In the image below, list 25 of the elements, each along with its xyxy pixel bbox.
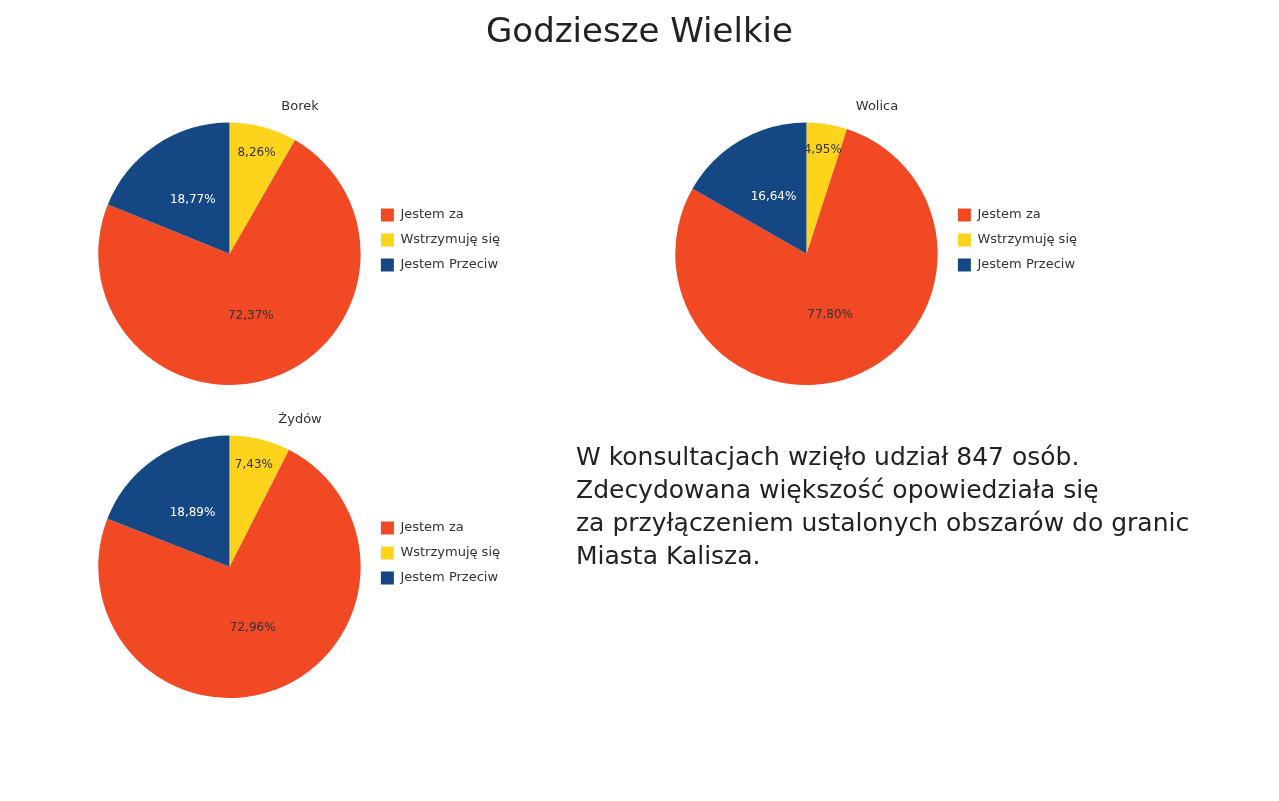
legend-label: Jestem za [399,206,464,222]
text: za przyłączeniem ustalonych obszarów do granic [576,507,1191,539]
chart-title: Żydów [278,411,323,427]
data-label: 7,43% [234,456,273,471]
data-label: 72,96% [229,620,276,635]
legend-label: Jestem Przeciw [399,256,499,272]
legend-label: Wstrzymuję się [400,544,501,560]
legend-label: Jestem Przeciw [976,256,1076,272]
legend-label: Jestem za [976,206,1041,222]
legend-label: Jestem Przeciw [399,569,499,585]
legend-label: Wstrzymuję się [400,231,501,247]
chart-title: Wolica [855,98,899,114]
legend-label: Jestem za [399,519,464,535]
data-label: 18,89% [169,504,216,519]
text: Miasta Kalisza. [576,540,762,572]
data-label: 8,26% [237,144,276,159]
data-label: 18,77% [169,191,216,206]
text: W konsultacjach wzięło udział 847 osób. [576,441,1081,473]
data-label: 72,37% [227,307,274,322]
text: Godziesze Wielkie [485,10,794,50]
data-label: 77,80% [807,307,854,322]
legend-label: Wstrzymuję się [977,231,1078,247]
chart-title: Borek [281,98,320,114]
data-label: 16,64% [750,189,797,204]
text: Zdecydowana większość opowiedziała się [576,474,1100,506]
